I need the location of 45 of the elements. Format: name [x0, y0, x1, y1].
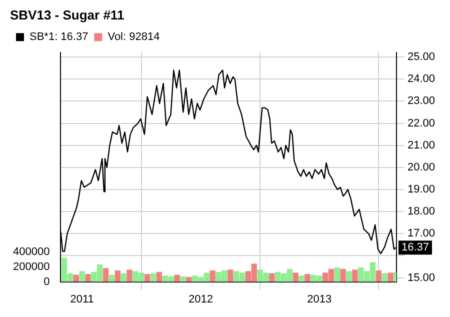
bar [156, 272, 162, 282]
y-tick-label: 20.00 [407, 161, 436, 174]
y-tick-label: 25.00 [407, 51, 436, 64]
bar [144, 274, 150, 282]
x-tick-label: 2013 [307, 293, 332, 306]
x-tick-label: 2011 [70, 293, 94, 306]
y-tick-label: 21.00 [407, 139, 436, 152]
y-tick-label: 23.00 [407, 95, 436, 108]
bar [150, 273, 156, 282]
y2-tick-label: 200000 [12, 260, 50, 273]
x-tick-label: 2012 [188, 293, 213, 306]
bar [186, 277, 192, 282]
y-tick-label: 18.00 [407, 206, 436, 218]
bar [334, 267, 340, 282]
legend-label: SB*1: 16.37 [30, 31, 88, 44]
bar [304, 274, 310, 282]
y2-tick-label: 400000 [12, 246, 50, 258]
bar [85, 274, 91, 282]
bar [108, 274, 115, 282]
chart-title: SBV13 - Sugar #11 [10, 7, 124, 22]
bar [102, 268, 109, 282]
bar [228, 270, 234, 282]
y2-tick-label: 0 [44, 276, 50, 288]
annotation: 16.37 [401, 242, 430, 254]
bar [376, 270, 382, 282]
bar [73, 274, 79, 282]
bar [292, 272, 298, 282]
y-tick-label: 15.00 [407, 272, 436, 284]
bar [210, 270, 216, 282]
y-tick-label: 24.00 [407, 73, 436, 86]
bar [120, 273, 126, 282]
bar [174, 274, 180, 282]
bar [114, 270, 120, 282]
bar [382, 273, 388, 282]
bar [126, 270, 132, 282]
y-tick-label: 19.00 [407, 184, 436, 196]
bar [346, 271, 352, 282]
bar [79, 271, 85, 282]
bar [269, 273, 275, 282]
y-tick-label: 17.00 [407, 228, 436, 240]
bar [298, 276, 304, 282]
y-tick-label: 22.00 [407, 117, 436, 130]
bar [352, 270, 358, 282]
legend-label: Vol: 92814 [108, 31, 160, 44]
bar [340, 268, 346, 282]
